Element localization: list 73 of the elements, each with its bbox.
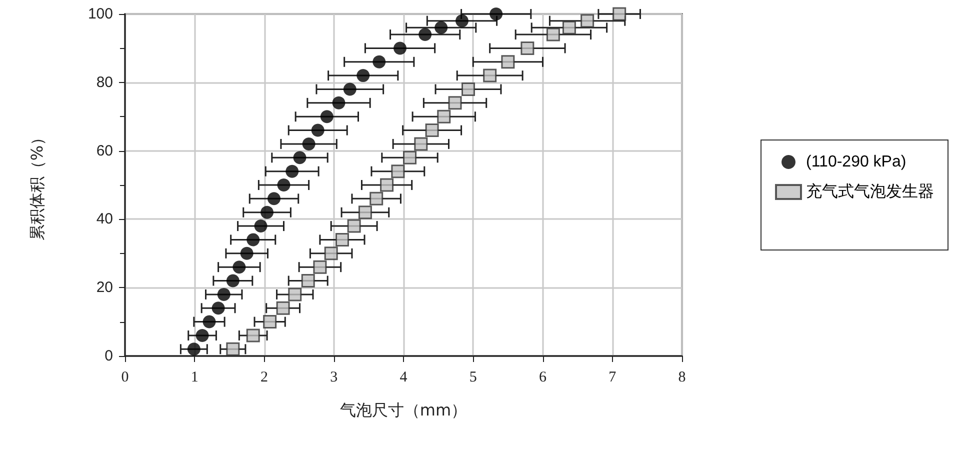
legend-label: 充气式气泡发生器 (806, 182, 934, 200)
point (232, 260, 246, 274)
point (302, 137, 316, 150)
x-tick-label: 8 (678, 370, 686, 386)
point (260, 206, 274, 219)
point (490, 8, 503, 20)
point (254, 220, 268, 233)
x-tick-label: 1 (190, 370, 198, 386)
point (425, 124, 439, 138)
y-tick-label: 20 (96, 279, 113, 296)
point (226, 274, 240, 288)
point (288, 288, 302, 302)
point (437, 110, 451, 124)
y-axis-title: 累积体积（%） (28, 129, 46, 241)
point (246, 328, 260, 342)
point (301, 274, 315, 288)
point (370, 192, 384, 206)
point (414, 137, 428, 151)
point (462, 82, 475, 96)
y-tick-label: 40 (96, 210, 113, 228)
point (263, 315, 277, 329)
point (501, 55, 515, 69)
point (612, 7, 626, 21)
point (580, 14, 594, 28)
y-tick-label: 80 (96, 74, 113, 91)
point (483, 68, 497, 82)
point (562, 20, 576, 34)
point (448, 96, 462, 110)
point (418, 28, 432, 42)
point (276, 301, 290, 315)
x-tick-label: 3 (330, 370, 338, 386)
x-tick-label: 7 (608, 370, 617, 386)
point (358, 206, 372, 220)
point (434, 21, 448, 34)
point (347, 219, 361, 233)
x-tick-label: 4 (400, 370, 408, 386)
point (187, 342, 200, 356)
point (391, 164, 405, 178)
x-tick-label: 5 (469, 370, 477, 386)
point (226, 342, 240, 356)
point (380, 178, 394, 192)
point (403, 150, 417, 164)
point (520, 41, 534, 55)
point (277, 178, 290, 192)
point (372, 55, 386, 68)
point (268, 192, 280, 206)
point (456, 14, 468, 28)
x-tick-label: 6 (539, 370, 547, 386)
y-tick-label: 100 (88, 6, 113, 22)
y-tick-label: 60 (96, 142, 113, 160)
point (320, 110, 334, 124)
point (286, 164, 299, 178)
point (311, 124, 324, 137)
point (217, 288, 230, 301)
point (196, 328, 209, 342)
point (546, 28, 560, 42)
point (394, 42, 407, 55)
point (202, 315, 216, 328)
legend-label: (110-290 kPa) (806, 154, 906, 170)
x-tick-label: 0 (121, 370, 129, 386)
point (246, 233, 260, 246)
point (212, 302, 225, 315)
point (356, 69, 370, 82)
point (343, 82, 356, 96)
x-axis-title: 气泡尺寸（mm） (340, 400, 468, 420)
point (332, 96, 346, 110)
point (324, 246, 338, 260)
y-tick-label: 0 (104, 348, 113, 364)
point (240, 246, 254, 260)
point (313, 260, 327, 274)
point (293, 151, 306, 164)
point (335, 232, 349, 246)
x-tick-label: 2 (260, 370, 268, 386)
